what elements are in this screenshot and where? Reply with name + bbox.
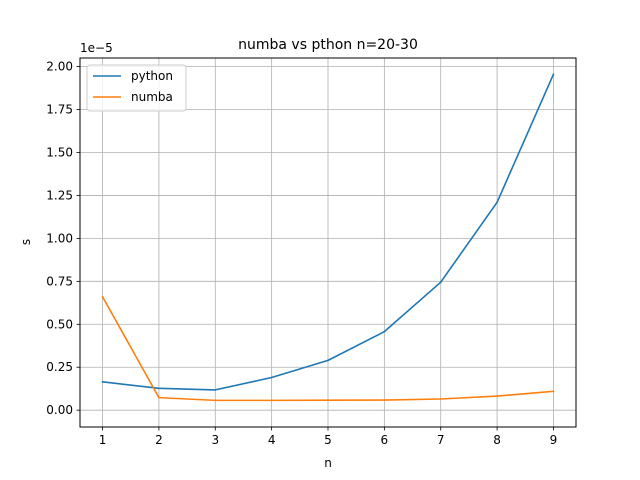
x-tick-label: 8 xyxy=(493,433,501,447)
x-axis: 1 2 3 4 5 6 7 8 9 xyxy=(99,427,558,447)
legend-label-numba: numba xyxy=(131,90,173,104)
y-tick-label: 1.25 xyxy=(46,188,73,202)
y-axis: 0.00 0.25 0.50 0.75 1.00 1.25 1.50 1.75 2.00 xyxy=(46,60,80,417)
data-point-numba xyxy=(496,395,498,397)
y-tick-label: 0.75 xyxy=(46,274,73,288)
data-point-python xyxy=(439,281,442,284)
y-offset-label: 1e−5 xyxy=(80,41,113,55)
data-point-numba xyxy=(327,399,329,402)
data-point-python xyxy=(101,380,104,383)
chart-title: numba vs pthon n=20-30 xyxy=(238,37,418,53)
data-point-numba xyxy=(552,390,555,393)
x-tick-label: 3 xyxy=(211,433,219,447)
x-tick-label: 9 xyxy=(550,433,558,447)
x-tick-label: 1 xyxy=(99,433,107,447)
y-tick-label: 0.50 xyxy=(46,317,73,331)
x-tick-label: 5 xyxy=(324,433,332,447)
grid-lines xyxy=(80,58,576,427)
data-point-python xyxy=(496,201,498,204)
data-point-python xyxy=(327,359,329,362)
data-point-numba xyxy=(439,398,442,400)
data-point-numba xyxy=(101,295,104,298)
data-point-python xyxy=(383,330,386,333)
series-layer xyxy=(101,73,555,402)
y-tick-label: 1.75 xyxy=(46,103,73,117)
x-tick-label: 4 xyxy=(268,433,276,447)
legend-label-python: python xyxy=(131,69,173,83)
data-point-numba xyxy=(270,399,273,402)
x-tick-label: 7 xyxy=(437,433,445,447)
y-tick-label: 1.00 xyxy=(46,231,73,245)
y-tick-label: 1.50 xyxy=(46,145,73,159)
data-point-python xyxy=(270,376,273,379)
data-point-python xyxy=(214,388,217,391)
y-tick-label: 0.00 xyxy=(46,403,73,417)
data-point-numba xyxy=(158,396,160,399)
x-tick-label: 6 xyxy=(381,433,389,447)
y-tick-label: 2.00 xyxy=(46,60,73,74)
data-point-numba xyxy=(383,399,386,401)
x-tick-label: 2 xyxy=(155,433,163,447)
x-axis-label: n xyxy=(324,456,332,470)
legend: python numba xyxy=(86,64,187,112)
data-point-python xyxy=(158,387,160,390)
y-tick-label: 0.25 xyxy=(46,360,73,374)
data-point-python xyxy=(552,73,555,76)
data-point-numba xyxy=(214,399,217,402)
y-axis-label: s xyxy=(19,239,33,245)
